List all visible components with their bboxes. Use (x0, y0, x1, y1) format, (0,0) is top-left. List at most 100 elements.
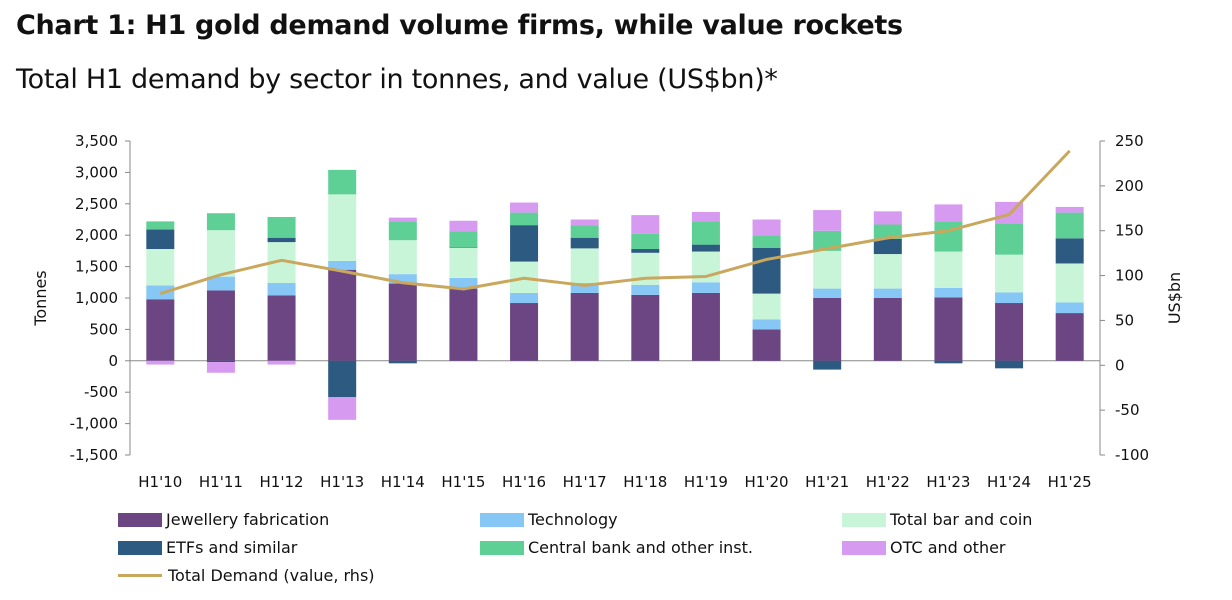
y2-tick-label: 250 (1115, 132, 1144, 150)
bar-otc-and-other (570, 219, 599, 226)
x-tick-label: H1'21 (805, 473, 849, 491)
bar-etfs-and-similar (631, 249, 660, 253)
bar-otc-and-other (328, 397, 357, 420)
bar-technology (1055, 302, 1084, 314)
bar-technology (813, 288, 842, 298)
bar-jewellery-fabrication (752, 329, 781, 361)
y2-tick-label: 200 (1115, 177, 1144, 195)
bar-total-bar-and-coin (934, 251, 963, 288)
x-tick-label: H1'17 (563, 473, 607, 491)
bar-central-bank-and-other-inst (873, 224, 902, 239)
bar-otc-and-other (510, 202, 539, 213)
bar-central-bank-and-other-inst (146, 221, 175, 230)
bar-etfs-and-similar (510, 225, 539, 262)
bar-etfs-and-similar (873, 238, 902, 255)
x-tick-label: H1'19 (684, 473, 728, 491)
bar-etfs-and-similar (267, 237, 296, 243)
x-tick-label: H1'15 (441, 473, 485, 491)
bar-central-bank-and-other-inst (995, 223, 1024, 255)
bar-central-bank-and-other-inst (1055, 212, 1084, 239)
bar-jewellery-fabrication (1055, 313, 1084, 361)
bar-central-bank-and-other-inst (510, 212, 539, 226)
bar-otc-and-other (813, 210, 842, 231)
bar-central-bank-and-other-inst (267, 216, 296, 238)
y2-tick-label: 150 (1115, 222, 1144, 240)
y-tick-label: -500 (84, 383, 118, 401)
bar-technology (934, 287, 963, 298)
bar-etfs-and-similar (691, 244, 720, 252)
y-tick-label: 1,500 (75, 258, 118, 276)
bar-central-bank-and-other-inst (388, 221, 417, 241)
bar-total-bar-and-coin (449, 247, 478, 278)
bar-jewellery-fabrication (267, 295, 296, 361)
bar-jewellery-fabrication (631, 294, 660, 361)
bar-central-bank-and-other-inst (570, 225, 599, 238)
bar-jewellery-fabrication (813, 298, 842, 361)
bar-etfs-and-similar (752, 247, 781, 294)
bar-total-bar-and-coin (1055, 263, 1084, 303)
y-tick-label: 3,000 (75, 163, 118, 181)
bar-jewellery-fabrication (570, 292, 599, 361)
bar-etfs-and-similar (1055, 238, 1084, 264)
bar-etfs-and-similar (570, 237, 599, 249)
bar-total-bar-and-coin (570, 248, 599, 283)
bar-central-bank-and-other-inst (934, 222, 963, 252)
bar-jewellery-fabrication (934, 297, 963, 361)
bar-technology (267, 282, 296, 296)
chart-title: Chart 1: H1 gold demand volume firms, wh… (16, 10, 903, 41)
bar-otc-and-other (691, 211, 720, 222)
x-tick-label: H1'14 (381, 473, 425, 491)
bar-etfs-and-similar (328, 360, 357, 398)
bar-total-bar-and-coin (328, 194, 357, 261)
bar-total-bar-and-coin (995, 254, 1024, 293)
y-tick-label: -1,000 (70, 415, 118, 433)
bar-otc-and-other (1055, 206, 1084, 213)
bar-total-bar-and-coin (146, 249, 175, 286)
y-axis-label: Tonnes (31, 270, 50, 326)
x-tick-label: H1'10 (138, 473, 182, 491)
x-tick-label: H1'24 (987, 473, 1031, 491)
bar-technology (206, 276, 235, 291)
y2-tick-label: 0 (1115, 356, 1125, 374)
bar-etfs-and-similar (206, 360, 235, 363)
bar-central-bank-and-other-inst (328, 169, 357, 195)
bar-technology (995, 292, 1024, 304)
y2-tick-label: -100 (1115, 446, 1149, 464)
bar-otc-and-other (631, 215, 660, 234)
bar-jewellery-fabrication (449, 288, 478, 361)
x-tick-label: H1'16 (502, 473, 546, 491)
x-tick-label: H1'11 (199, 473, 243, 491)
bar-total-bar-and-coin (873, 254, 902, 289)
bar-central-bank-and-other-inst (691, 221, 720, 245)
bar-etfs-and-similar (813, 360, 842, 370)
bar-central-bank-and-other-inst (752, 235, 781, 248)
y-tick-label: 1,000 (75, 289, 118, 307)
bar-total-bar-and-coin (813, 250, 842, 289)
bar-technology (631, 284, 660, 295)
bar-technology (449, 277, 478, 289)
bar-jewellery-fabrication (510, 303, 539, 361)
bar-jewellery-fabrication (146, 299, 175, 361)
bar-jewellery-fabrication (328, 269, 357, 361)
x-tick-label: H1'20 (745, 473, 789, 491)
bar-jewellery-fabrication (206, 290, 235, 361)
bar-technology (570, 282, 599, 293)
bar-etfs-and-similar (449, 247, 478, 248)
bar-etfs-and-similar (388, 360, 417, 364)
bar-jewellery-fabrication (691, 292, 720, 361)
x-tick-label: H1'12 (260, 473, 304, 491)
x-tick-label: H1'22 (866, 473, 910, 491)
bar-total-bar-and-coin (388, 240, 417, 275)
x-tick-label: H1'23 (926, 473, 970, 491)
y-tick-label: 500 (89, 320, 118, 338)
x-tick-label: H1'13 (320, 473, 364, 491)
bar-technology (873, 288, 902, 298)
bar-total-bar-and-coin (206, 230, 235, 277)
bar-otc-and-other (873, 211, 902, 225)
bar-total-bar-and-coin (752, 293, 781, 320)
bar-etfs-and-similar (934, 360, 963, 364)
bar-otc-and-other (934, 204, 963, 223)
bar-central-bank-and-other-inst (449, 231, 478, 248)
bar-jewellery-fabrication (873, 298, 902, 361)
